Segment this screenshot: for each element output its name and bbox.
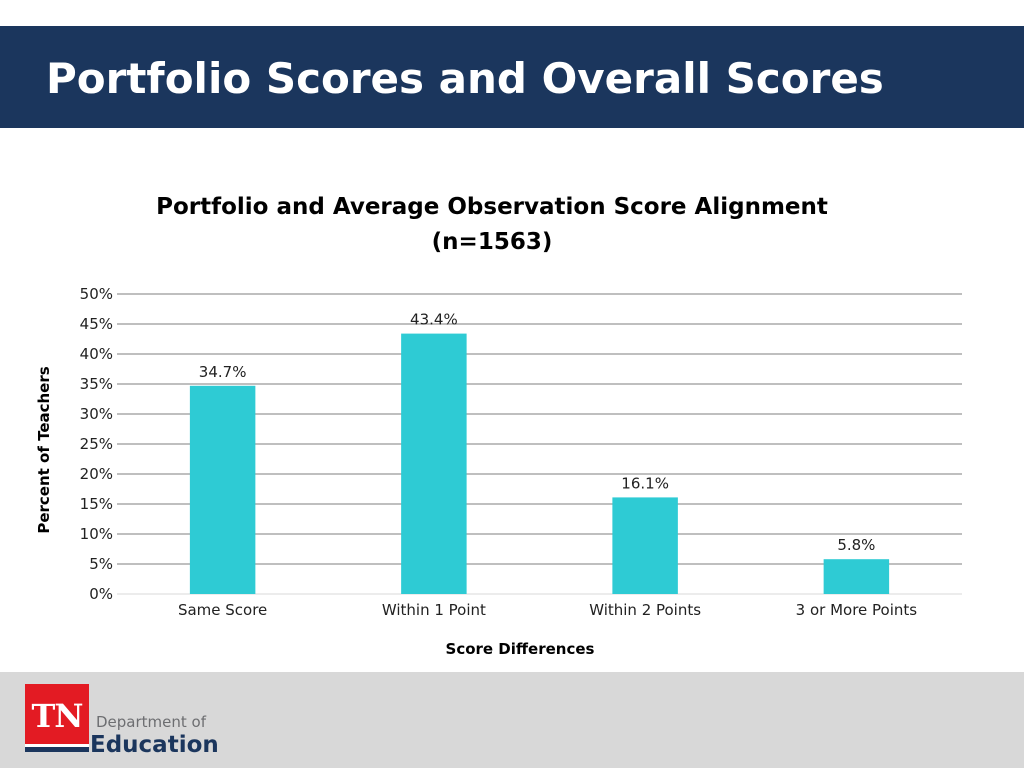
logo-stripe <box>25 747 89 752</box>
bar <box>189 385 256 594</box>
data-label: 43.4% <box>410 311 458 329</box>
department-label: Department of <box>96 713 206 731</box>
x-tick-label: 3 or More Points <box>796 601 918 619</box>
y-axis-label: Percent of Teachers <box>35 366 53 533</box>
y-tick-label: 5% <box>89 555 113 573</box>
footer: TN Department of Education <box>0 672 1024 768</box>
y-tick-label: 50% <box>80 285 113 303</box>
y-tick-label: 20% <box>80 465 113 483</box>
title-bar <box>0 26 1024 128</box>
tn-logo: TN <box>25 684 89 752</box>
y-tick-label: 40% <box>80 345 113 363</box>
x-axis-label: Score Differences <box>446 640 595 658</box>
y-tick-label: 35% <box>80 375 113 393</box>
data-label: 16.1% <box>621 474 669 492</box>
chart-title: Portfolio and Average Observation Score … <box>156 194 828 220</box>
x-tick-label: Within 1 Point <box>382 601 486 619</box>
y-tick-label: 25% <box>80 435 113 453</box>
bar-chart: Portfolio and Average Observation Score … <box>35 194 962 658</box>
x-tick-label: Within 2 Points <box>589 601 701 619</box>
tn-logo-text: TN <box>31 697 83 735</box>
y-tick-label: 45% <box>80 315 113 333</box>
x-tick-label: Same Score <box>178 601 267 619</box>
x-axis-ticks: Same Score Within 1 Point Within 2 Points 3… <box>178 601 917 619</box>
y-tick-label: 10% <box>80 525 113 543</box>
data-label: 5.8% <box>837 536 875 554</box>
y-tick-label: 30% <box>80 405 113 423</box>
bar <box>401 333 467 594</box>
bars <box>189 333 890 594</box>
y-tick-label: 0% <box>89 585 113 603</box>
chart-subtitle: (n=1563) <box>432 229 553 255</box>
data-label: 34.7% <box>199 363 247 381</box>
y-tick-label: 15% <box>80 495 113 513</box>
bar <box>612 497 678 594</box>
y-axis-ticks: 0% 5% 10% 15% 20% 25% 30% 35% 40% 45% 50% <box>80 285 113 603</box>
bar <box>823 559 890 594</box>
gridlines <box>117 293 962 595</box>
education-label: Education <box>90 732 219 758</box>
slide-title: Portfolio Scores and Overall Scores <box>46 54 884 103</box>
data-labels: 34.7% 43.4% 16.1% 5.8% <box>199 311 876 555</box>
logo-stripe <box>25 744 89 747</box>
